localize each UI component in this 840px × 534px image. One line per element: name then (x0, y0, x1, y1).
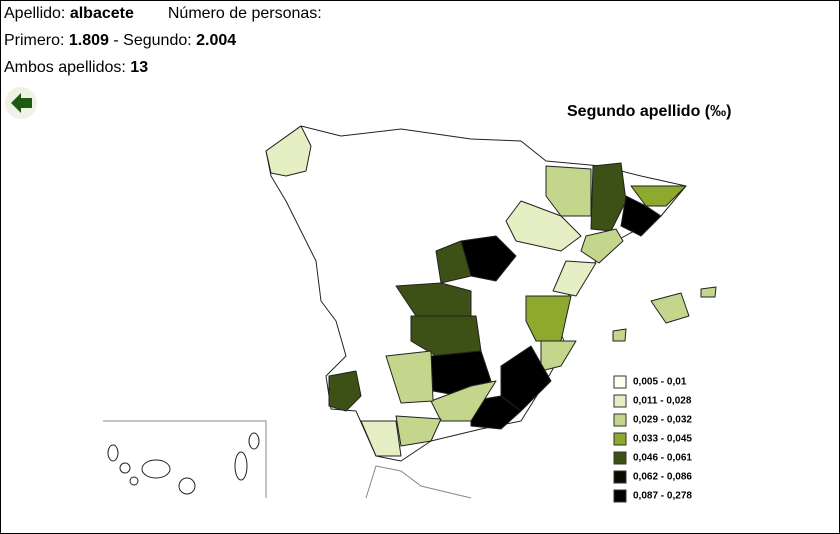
madrid (435, 240, 472, 284)
label: Primero: (4, 32, 65, 49)
legend-swatch (613, 432, 627, 446)
arrow (11, 93, 32, 113)
label: Apellido: (4, 5, 66, 22)
legend-label: 0,062 - 0,086 (633, 472, 692, 483)
surname-line: Apellido: albacete Número de personas: (4, 5, 322, 23)
cordoba (385, 350, 434, 404)
legend-label: 0,033 - 0,045 (633, 434, 692, 445)
cadiz (360, 420, 402, 457)
lleida (590, 162, 627, 232)
castellon (552, 260, 597, 297)
granada (430, 380, 497, 422)
menorca (700, 286, 717, 298)
value: 13 (130, 59, 149, 76)
legend-label: 0,029 - 0,032 (633, 415, 692, 426)
legend-swatch (613, 451, 627, 465)
avila (395, 282, 472, 317)
value: 2.004 (196, 32, 237, 49)
legend-swatch (613, 394, 627, 408)
label: - Segundo: (113, 32, 192, 49)
island (141, 459, 171, 479)
label: Número de personas: (167, 5, 322, 22)
canarias (107, 432, 260, 495)
island (248, 432, 260, 450)
mallorca (650, 292, 690, 324)
island (119, 462, 131, 474)
map-title: Segundo apellido (‰) (567, 103, 732, 120)
tarragona (580, 228, 624, 264)
galicia (265, 125, 312, 177)
ibiza (612, 328, 627, 342)
legend-swatch (613, 489, 627, 503)
morocco-coast (365, 465, 472, 499)
island (107, 444, 119, 462)
huesca (545, 165, 592, 217)
island (178, 477, 196, 495)
girona (630, 185, 687, 207)
legend-swatch (613, 470, 627, 484)
murcia (500, 345, 552, 412)
legend-swatch (613, 375, 627, 389)
canarias-frame (103, 420, 267, 498)
malaga (395, 415, 442, 447)
legend-label: 0,087 - 0,278 (633, 491, 692, 502)
legend: 0,005 - 0,01 0,011 - 0,028 0,029 - 0,032 0,… (613, 375, 692, 503)
barcelona (620, 195, 662, 237)
legend-swatch (613, 413, 627, 427)
legend-label: 0,011 - 0,028 (633, 396, 692, 407)
label: Ambos apellidos: (4, 59, 126, 76)
zaragoza (505, 200, 582, 252)
counts-line: Primero: 1.809 - Segundo: 2.004 (4, 32, 236, 50)
back-button[interactable] (5, 87, 37, 119)
back-arrow (11, 93, 32, 113)
almeria (470, 395, 522, 430)
legend-label: 0,005 - 0,01 (633, 377, 687, 388)
valencia (525, 295, 572, 342)
value: 1.809 (68, 32, 109, 49)
spain-provinces (265, 125, 717, 462)
both-line: Ambos apellidos: 13 (4, 59, 148, 77)
island (234, 451, 248, 481)
alicante (540, 340, 577, 372)
surname: albacete (69, 5, 134, 22)
legend-label: 0,046 - 0,061 (633, 453, 692, 464)
huelva (328, 370, 362, 412)
island (129, 476, 139, 486)
